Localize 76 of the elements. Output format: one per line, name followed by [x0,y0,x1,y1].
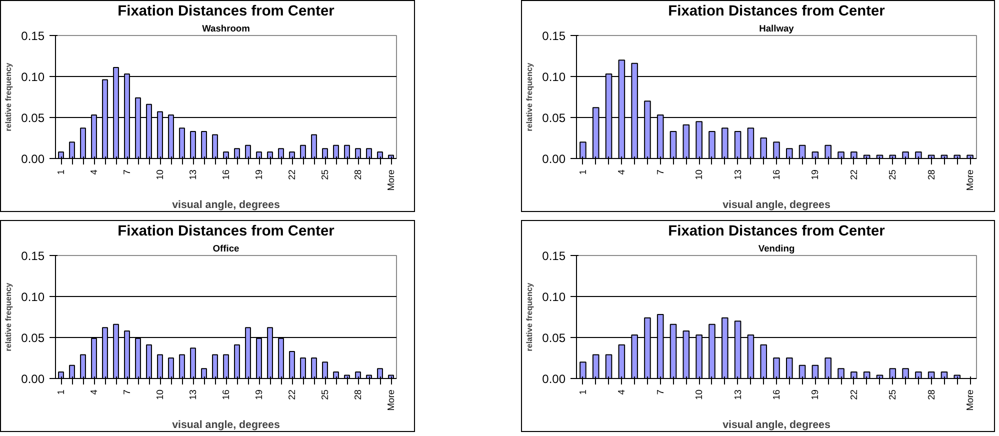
x-tick-label: 25 [320,389,330,400]
x-tick-label: 7 [655,389,666,395]
y-tick-label: 0.15 [21,249,45,263]
x-tick-label: 10 [155,169,165,180]
y-axis-title: relative frequency [525,282,534,352]
x-tick-label: 13 [732,389,743,400]
x-tick-label: 22 [287,389,297,400]
y-tick-label: 0.15 [21,29,45,43]
chart-subtitle: Vending [758,244,795,254]
chart-subtitle: Office [212,244,240,254]
x-tick-label: 28 [353,169,363,180]
x-tick-label: 4 [616,169,627,175]
x-tick-label: 22 [848,169,859,180]
x-tick-label: 16 [221,389,231,400]
x-tick-label: 19 [254,389,264,400]
x-tick-label: 7 [122,389,132,395]
y-tick-label: 0.05 [21,331,45,345]
x-tick-label: 16 [221,169,231,180]
x-tick-label: 19 [810,169,820,180]
x-tick-label: 22 [287,169,297,180]
x-tick-label: 10 [694,389,704,400]
y-tick-label: 0.15 [542,249,566,263]
x-tick-label: 1 [56,169,66,175]
x-tick-label: More [386,169,396,191]
x-tick-label: 10 [694,169,704,180]
chart-subtitle: Hallway [759,24,795,34]
x-tick-label: 4 [89,169,99,175]
y-axis-title: relative frequency [4,282,14,352]
x-tick-label: 7 [655,169,666,175]
y-tick-label: 0.05 [542,111,566,125]
x-tick-label: 22 [848,389,859,400]
x-tick-label: More [965,169,976,191]
y-tick-label: 0.00 [21,372,45,386]
x-tick-label: 4 [616,389,627,395]
y-tick-label: 0.05 [21,111,45,125]
y-tick-label: 0.00 [21,152,45,166]
x-tick-label: 19 [810,389,820,400]
x-tick-label: 13 [188,389,198,400]
x-tick-label: 1 [56,389,66,395]
y-tick-label: 0.10 [21,290,45,304]
x-axis-title: visual angle, degrees [722,198,830,211]
y-axis-title: relative frequency [4,62,14,132]
x-axis-title: visual angle, degrees [172,198,280,211]
x-tick-label: More [965,389,976,411]
x-tick-label: 16 [772,169,782,180]
x-tick-label: More [386,389,396,411]
x-tick-label: 1 [578,169,588,175]
y-tick-label: 0.00 [542,152,566,166]
y-tick-label: 0.05 [542,331,566,345]
x-tick-label: 19 [254,169,264,180]
y-tick-label: 0.00 [542,372,566,386]
x-tick-label: 1 [578,389,588,395]
x-tick-label: 16 [772,389,782,400]
y-tick-label: 0.10 [542,70,566,84]
y-tick-label: 0.10 [21,70,45,84]
x-tick-label: 25 [320,169,330,180]
y-axis-title: relative frequency [525,62,534,132]
x-tick-label: 13 [732,169,743,180]
chart-title: Fixation Distances from Center [668,4,886,20]
x-tick-label: 28 [926,169,936,180]
chart-title: Fixation Distances from Center [668,224,886,240]
y-tick-label: 0.15 [542,29,566,43]
x-axis-title: visual angle, degrees [722,418,830,431]
x-tick-label: 7 [122,169,132,175]
chart-subtitle: Washroom [202,24,250,34]
x-tick-label: 28 [353,389,363,400]
y-tick-label: 0.10 [542,290,566,304]
chart-title: Fixation Distances from Center [118,224,335,240]
x-tick-label: 25 [888,169,898,180]
x-axis-title: visual angle, degrees [172,418,280,431]
x-tick-label: 25 [888,389,898,400]
chart-title: Fixation Distances from Center [118,4,335,20]
x-tick-label: 13 [188,169,198,180]
x-tick-label: 10 [155,389,165,400]
x-tick-label: 28 [926,389,936,400]
x-tick-label: 4 [89,389,99,395]
